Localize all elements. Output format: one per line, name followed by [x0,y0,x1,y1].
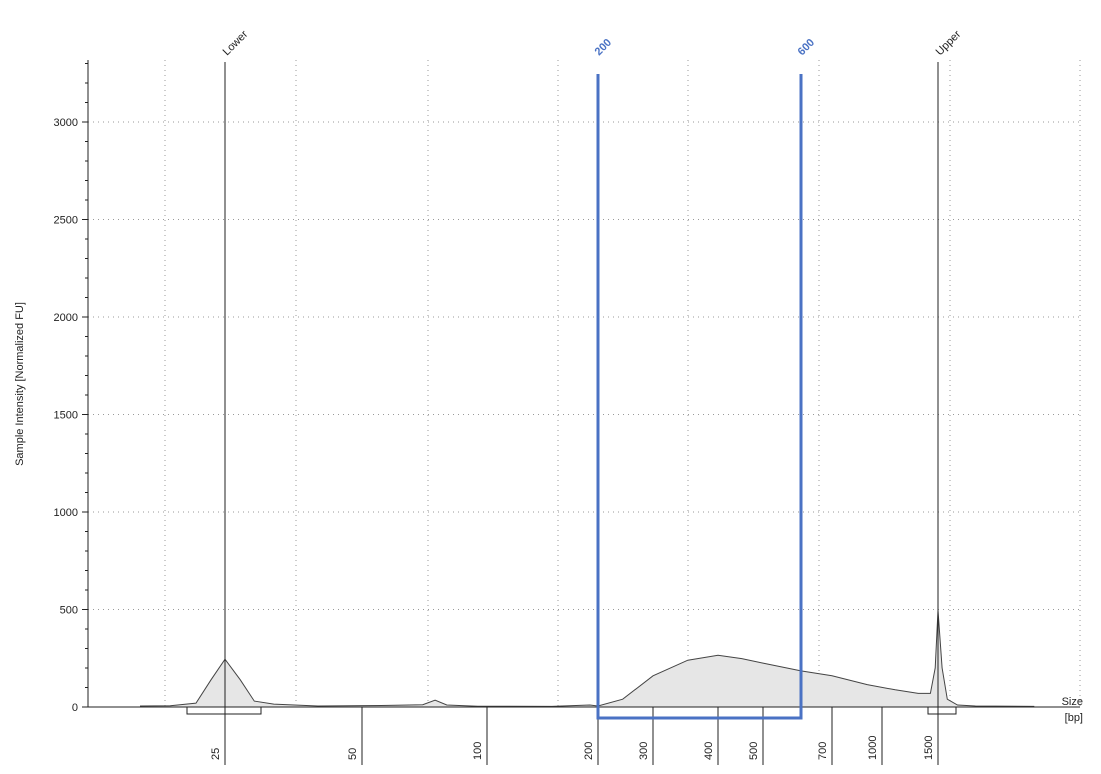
x-tick-label: 300 [638,742,650,760]
x-axis-title-line: [bp] [1065,712,1083,724]
trace-line [139,610,1035,707]
region-layer: 200 600 [593,37,817,720]
marker-label: Lower [221,28,251,58]
region-start-label: 200 [593,37,614,58]
marker-baseline-box [927,706,957,715]
trace-area [140,610,1035,707]
marker-baseline-box [186,706,262,715]
size-region-bracket[interactable] [596,74,803,720]
y-tick-label: 2500 [54,215,78,227]
x-tick-label: 500 [748,742,760,760]
axis-layer: Sample Intensity [Normalized FU] Size [bp… [14,60,1083,724]
y-tick-label: 2000 [54,312,78,324]
x-tick-layer: 25 50 100 200 300 400 500 700 1000 1500 [210,707,939,765]
x-tick-label: 400 [703,742,715,760]
y-tick-label: 1000 [54,507,78,519]
x-tick-label: 1500 [923,736,935,760]
y-tick-label: 1500 [54,410,78,422]
x-axis-title-line: Size [1062,696,1083,708]
marker-label: Upper [934,28,964,58]
trace-layer [139,610,1035,707]
y-axis-title: Sample Intensity [Normalized FU] [14,302,26,466]
x-tick-label: 700 [817,742,829,760]
y-tick-label: 0 [72,702,78,714]
x-tick-label: 200 [583,742,595,760]
y-tick-label: 500 [60,605,78,617]
grid-layer [88,60,1081,707]
x-axis-title: Size [bp] [1062,696,1083,724]
y-tick-label: 3000 [54,117,78,129]
region-end-label: 600 [796,37,817,58]
marker-layer: Lower Upper [186,28,964,715]
x-tick-label: 100 [472,742,484,760]
x-tick-label: 1000 [867,736,879,760]
x-tick-label: 50 [347,748,359,760]
x-tick-label: 25 [210,748,222,760]
y-tick-layer: 0 500 1000 1500 2000 2500 3000 [54,63,88,714]
